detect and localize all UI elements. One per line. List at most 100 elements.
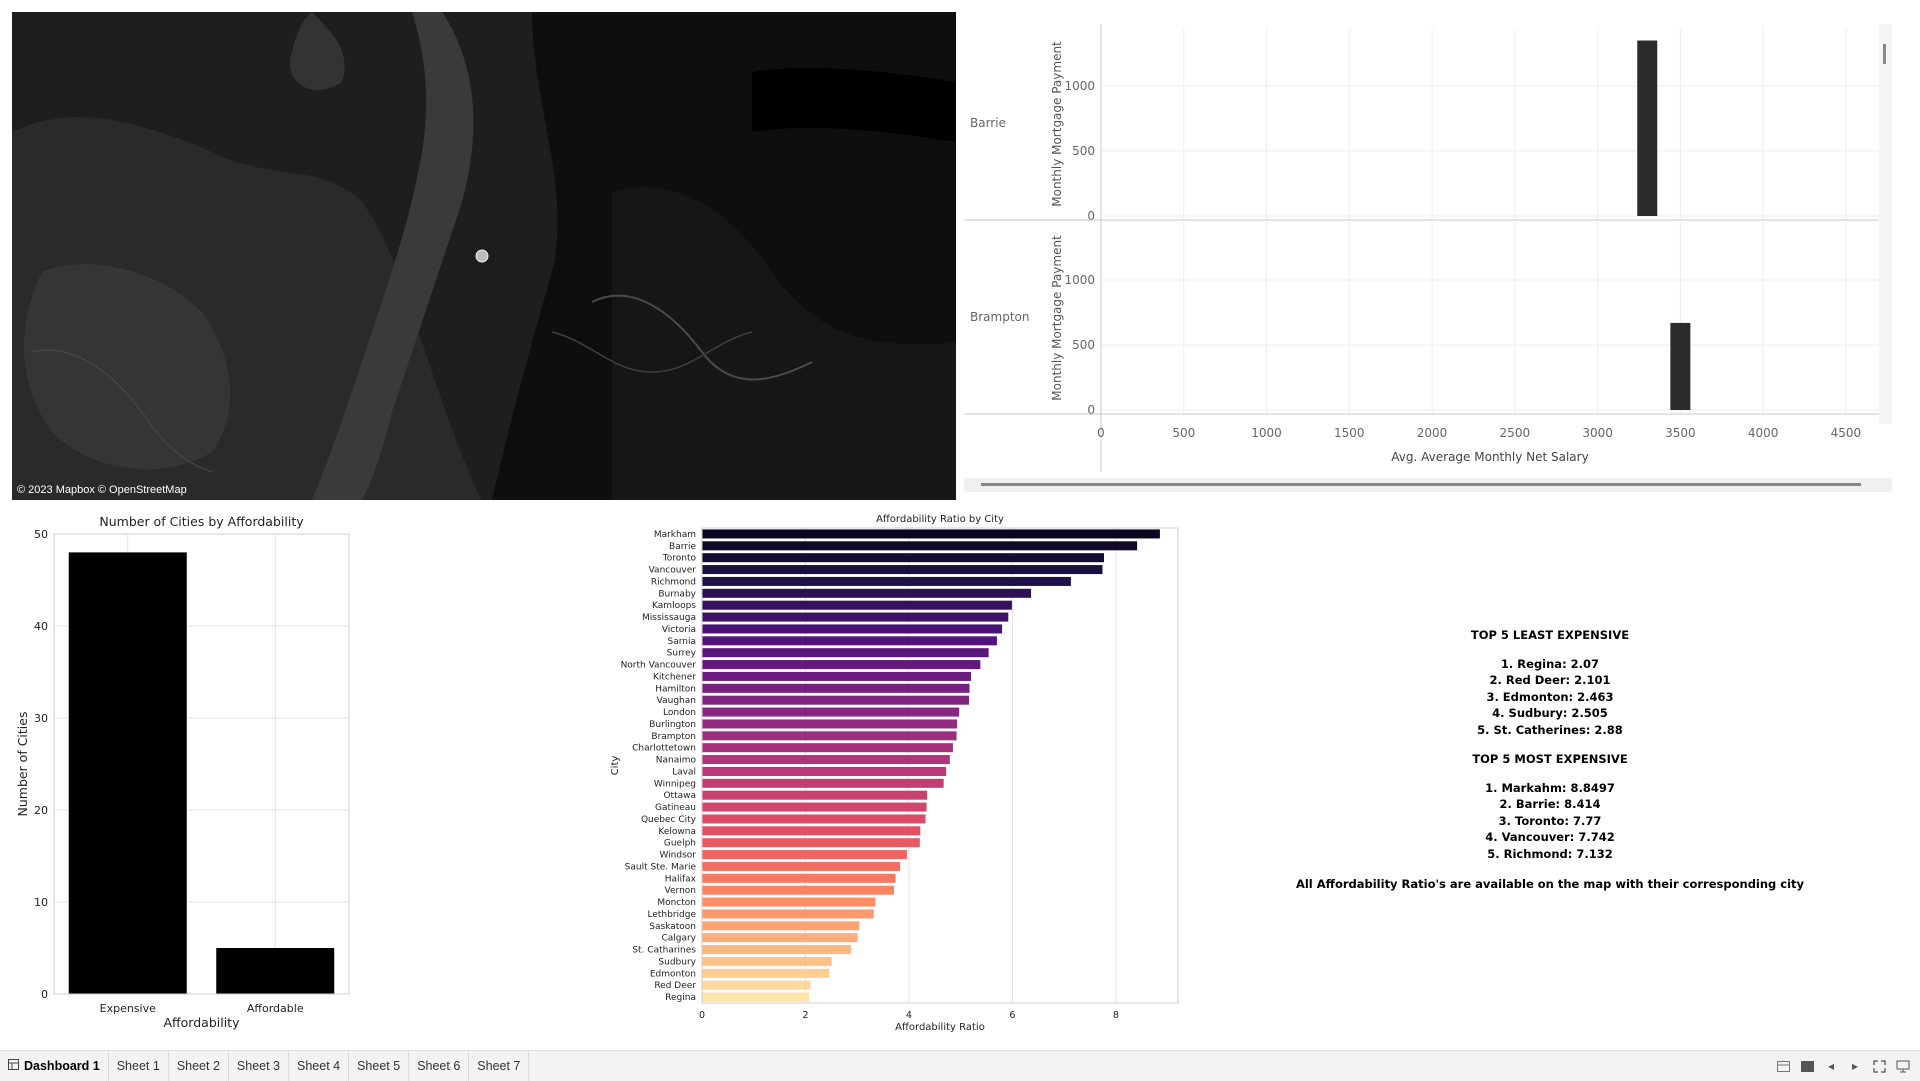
least-expensive-list: 1. Regina: 2.07 2. Red Deer: 2.101 3. Edmo… [1290, 656, 1810, 738]
city-label: Brampton [651, 732, 696, 742]
city-label: Windsor [659, 851, 696, 861]
y-tick-label: 0 [1087, 403, 1095, 417]
tab-label: Dashboard 1 [24, 1059, 100, 1073]
ratio-bar [702, 588, 1032, 598]
ratio-bar [702, 541, 1138, 551]
dashboard-icon [8, 1059, 19, 1073]
y-tick-label: 20 [34, 804, 48, 817]
ratio-bar [702, 921, 860, 931]
city-label: Burlington [649, 720, 696, 730]
fullscreen-icon[interactable] [1872, 1059, 1886, 1073]
city-label: Sault Ste. Marie [625, 862, 697, 872]
mortgage-bar [1637, 40, 1658, 216]
city-label: Gatineau [655, 803, 696, 813]
tab-sheet-1[interactable]: Sheet 1 [109, 1051, 169, 1081]
plot-frame [701, 527, 1179, 1004]
filmstrip-view-icon[interactable] [1800, 1059, 1814, 1073]
city-label: Barrie [669, 542, 696, 552]
presentation-mode-icon[interactable] [1896, 1059, 1910, 1073]
x-tick-label: 4 [906, 1010, 912, 1021]
ratio-bar [702, 790, 928, 800]
tab-sheet-4[interactable]: Sheet 4 [289, 1051, 350, 1081]
y-tick-label: 10 [34, 896, 48, 909]
ratio-bar [702, 636, 997, 646]
map-note: All Affordability Ratio's are available … [1295, 877, 1805, 892]
city-label: Nanaimo [656, 756, 697, 766]
tab-dashboard-1[interactable]: Dashboard 1 [0, 1051, 109, 1081]
ratio-bar [702, 968, 830, 978]
most-expensive-item: 1. Markahm: 8.8497 [1485, 781, 1615, 796]
city-label: Hamilton [655, 684, 696, 694]
city-label: North Vancouver [621, 661, 697, 671]
least-expensive-item: 4. Sudbury: 2.505 [1492, 706, 1608, 721]
y-tick-label: 500 [1072, 144, 1095, 158]
y-tick-label: 30 [34, 712, 48, 725]
y-axis-title: Monthly Mortgage Payment [1050, 235, 1064, 401]
chart-title: Number of Cities by Affordability [99, 514, 304, 529]
city-label: Charlottetown [632, 744, 696, 754]
ratio-bar [702, 755, 950, 765]
city-label: Kamloops [652, 601, 696, 611]
x-tick-label: 4500 [1831, 426, 1862, 440]
next-sheet-icon[interactable]: ▸ [1851, 1059, 1859, 1073]
x-axis-title: Affordability Ratio [895, 1022, 985, 1033]
ratio-bar [702, 553, 1105, 563]
city-label: Saskatoon [649, 922, 696, 932]
most-expensive-heading: TOP 5 MOST EXPENSIVE [1472, 752, 1628, 767]
map-attribution[interactable]: © 2023 Mapbox © OpenStreetMap [17, 484, 187, 496]
tab-sheet-7[interactable]: Sheet 7 [469, 1051, 530, 1081]
previous-sheet-icon[interactable]: ◂ [1827, 1059, 1835, 1073]
most-expensive-item: 3. Toronto: 7.77 [1498, 813, 1602, 828]
city-label: Moncton [657, 898, 696, 908]
ratio-bar [702, 826, 921, 836]
summary-text-panel: TOP 5 LEAST EXPENSIVE 1. Regina: 2.07 2. … [1290, 628, 1810, 892]
city-label: Edmonton [650, 969, 696, 979]
vertical-scroll-thumb[interactable] [1883, 44, 1886, 64]
row-label: Barrie [970, 116, 1006, 130]
ratio-bar [702, 565, 1103, 575]
ratio-bar [702, 695, 969, 705]
x-axis-title: Affordability [164, 1015, 241, 1030]
ratio-bar [702, 992, 810, 1002]
y-axis-title: Monthly Mortgage Payment [1050, 41, 1064, 207]
city-label: Kelowna [658, 827, 696, 837]
city-label: Surrey [667, 649, 697, 659]
least-expensive-heading: TOP 5 LEAST EXPENSIVE [1470, 628, 1630, 642]
ratio-bar [702, 731, 957, 741]
x-tick-label: 2500 [1500, 426, 1531, 440]
ratio-bar [702, 624, 1003, 634]
city-label: Toronto [662, 554, 697, 564]
ratio-bar [702, 861, 901, 871]
most-expensive-list: 1. Markahm: 8.8497 2. Barrie: 8.414 3. Tor… [1290, 780, 1810, 862]
grid-view-icon[interactable] [1776, 1059, 1790, 1073]
city-label: Mississauga [642, 613, 696, 623]
x-tick-label: 0 [699, 1010, 705, 1021]
ratio-bar [702, 814, 926, 824]
row-label: Brampton [970, 310, 1029, 324]
ratio-bar [702, 850, 907, 860]
city-label: Markham [654, 530, 696, 540]
ratio-bar [702, 885, 894, 895]
tab-sheet-6[interactable]: Sheet 6 [409, 1051, 470, 1081]
city-label: Quebec City [641, 815, 697, 825]
tab-sheet-2[interactable]: Sheet 2 [169, 1051, 229, 1081]
y-tick-label: 500 [1072, 338, 1095, 352]
ratio-bar [702, 956, 832, 966]
ratio-bar [702, 873, 896, 883]
x-tick-label: 2000 [1417, 426, 1448, 440]
least-expensive-item: 2. Red Deer: 2.101 [1489, 673, 1611, 688]
vertical-scrollbar[interactable] [1879, 24, 1892, 424]
horizontal-scroll-thumb[interactable] [981, 483, 1861, 486]
city-label: Regina [665, 993, 696, 1003]
ratio-bar [702, 909, 874, 919]
tab-sheet-3[interactable]: Sheet 3 [229, 1051, 289, 1081]
x-tick-label: 1000 [1251, 426, 1282, 440]
x-tick-label: Affordable [247, 1002, 304, 1015]
ratio-bar [702, 897, 876, 907]
tab-sheet-5[interactable]: Sheet 5 [349, 1051, 410, 1081]
affordability-count-chart: Number of Cities by Affordability 0 10 20 30… [15, 514, 350, 1030]
ratio-bar [702, 660, 981, 670]
city-map[interactable]: © 2023 Mapbox © OpenStreetMap [12, 12, 956, 500]
tab-label: Sheet 3 [236, 1059, 280, 1073]
